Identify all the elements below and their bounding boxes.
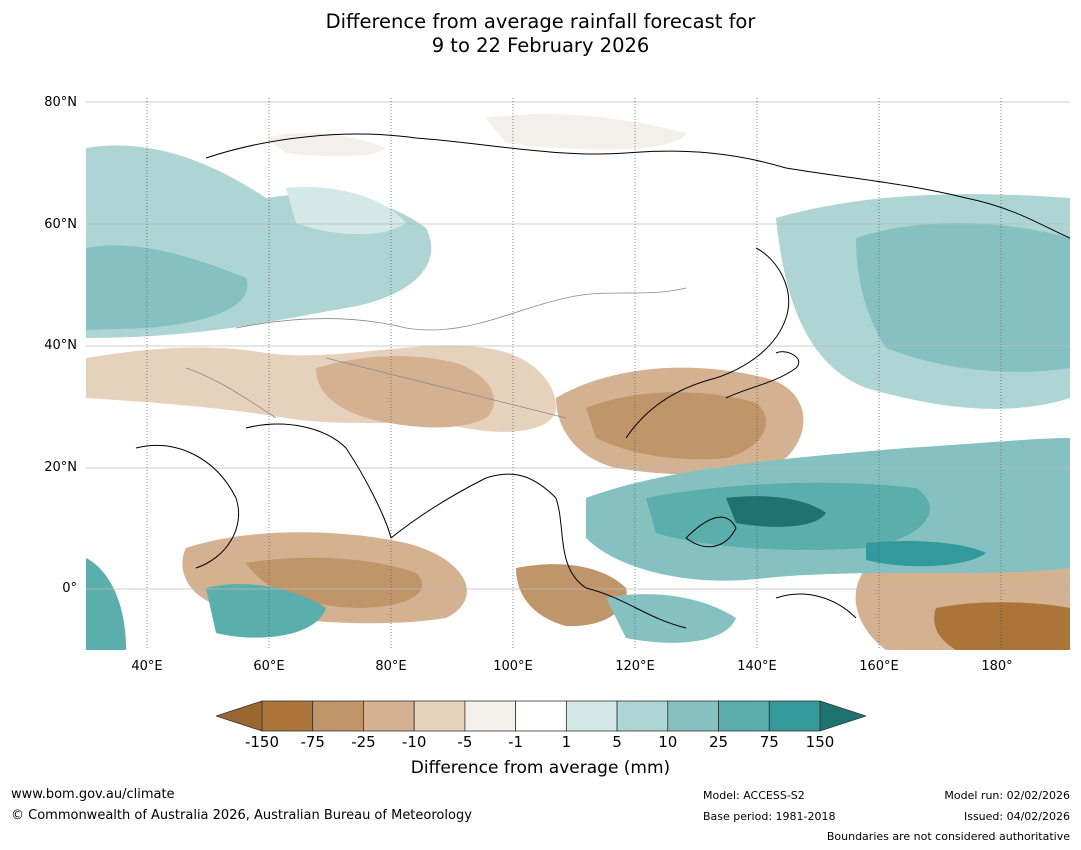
- colorbar-swatch: [515, 700, 567, 732]
- title-line-1: Difference from average rainfall forecas…: [325, 10, 756, 33]
- model-text: Model: ACCESS-S2: [703, 789, 805, 802]
- colorbar-tick-label: -10: [401, 733, 427, 751]
- rainfall-map: [86, 98, 1070, 650]
- colorbar-tick-label: 5: [612, 733, 622, 751]
- colorbar-tick-label: -75: [300, 733, 325, 751]
- country-borders: [185, 287, 687, 419]
- issued-text: Issued: 04/02/2026: [963, 810, 1070, 823]
- colorbar-tick-label: -1: [508, 733, 524, 751]
- colorbar-swatch: [464, 700, 517, 732]
- lon-label-80e: 80°E: [375, 659, 407, 674]
- colorbar-tick-label: -25: [351, 733, 376, 751]
- colorbar-tick-label: 1: [561, 733, 572, 751]
- colorbar-tick-label: 25: [708, 733, 729, 751]
- lon-label-60e: 60°E: [253, 659, 285, 674]
- model-run-text: Model run: 02/02/2026: [944, 789, 1070, 802]
- colorbar-label: Difference from average (mm): [410, 758, 671, 778]
- lat-label-60n: 60°N: [44, 217, 77, 232]
- colorbar-swatch: [312, 700, 364, 732]
- copyright-text: © Commonwealth of Australia 2026, Austra…: [11, 808, 472, 823]
- colorbar-swatch: [768, 700, 821, 732]
- map-title: Difference from average rainfall forecas…: [0, 10, 1081, 58]
- lon-label-140e: 140°E: [737, 659, 777, 674]
- lon-label-100e: 100°E: [493, 659, 533, 674]
- colorbar-swatch: [616, 700, 669, 732]
- colorbar-swatch: [261, 700, 314, 732]
- lat-label-20n: 20°N: [44, 460, 77, 475]
- base-period-text: Base period: 1981-2018: [703, 810, 836, 823]
- wet-anomaly-regions: [86, 145, 1070, 650]
- colorbar-tick-label: 75: [759, 733, 779, 751]
- lon-label-160e: 160°E: [859, 659, 899, 674]
- colorbar-tick-label: -5: [457, 733, 473, 751]
- lon-label-120e: 120°E: [615, 659, 655, 674]
- colorbar-swatch: [413, 700, 466, 732]
- colorbar-tick-label: -150: [244, 733, 280, 751]
- colorbar-swatch: [667, 700, 719, 732]
- colorbar-extend-high: [819, 700, 866, 732]
- coastlines: [135, 133, 1070, 629]
- colorbar-swatch: [565, 700, 618, 732]
- lat-label-80n: 80°N: [44, 95, 77, 110]
- lon-label-180: 180°: [981, 659, 1013, 674]
- title-line-2: 9 to 22 February 2026: [431, 34, 650, 57]
- colorbar-extend-low: [216, 700, 263, 732]
- graticule: [86, 98, 1070, 650]
- dry-anomaly-regions: [86, 113, 1070, 650]
- map-canvas: [86, 98, 1070, 650]
- colorbar-swatch: [363, 700, 415, 732]
- colorbar-swatch: [718, 700, 770, 732]
- lat-label-0: 0°: [62, 581, 77, 596]
- website-link[interactable]: www.bom.gov.au/climate: [11, 787, 175, 802]
- lon-label-40e: 40°E: [131, 659, 163, 674]
- colorbar-tick-label: 10: [658, 733, 678, 751]
- colorbar: [216, 700, 866, 732]
- lat-label-40n: 40°N: [44, 338, 77, 353]
- disclaimer-text: Boundaries are not considered authoritat…: [826, 830, 1070, 843]
- colorbar-tick-label: 150: [805, 733, 835, 751]
